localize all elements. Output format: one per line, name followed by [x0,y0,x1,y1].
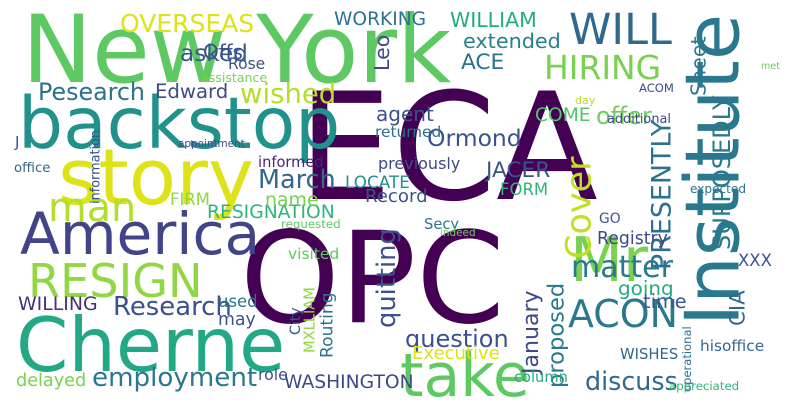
word-hisoffice: hisoffice [700,337,765,355]
word-employment: employment [92,363,258,393]
word-hiring: HIRING [544,48,662,87]
word-day: day [575,94,596,107]
word-previously: previously [378,154,461,173]
word-resignation: RESIGNATION [207,202,335,223]
word-overseas: OVERSEAS [120,9,255,38]
word-record: Record [365,186,428,207]
word-mxlliam: MXLLIAM [301,287,319,353]
word-quitting: quitting [372,228,402,328]
word-extended: extended [463,29,561,53]
word-registry: Registry [597,229,668,249]
word-come: COME [535,105,591,126]
word-requested: requested [281,217,341,231]
word-agent: agent [376,102,434,126]
word-jacer: JACER [486,158,551,183]
word-sheet: Sheet [686,36,711,96]
word-pesearch: Pesearch [38,78,145,106]
word-man: man [48,185,137,231]
word-eca: ECA [298,62,598,235]
word-routing: Routing [317,292,338,358]
word-cover: Cover [559,156,600,259]
word-america: America [20,200,261,268]
word-william: WILLIAM [450,8,537,32]
word-xxx: XXX [738,251,772,270]
word-indeed: indeed [440,227,476,239]
word-rose: Rose [228,55,266,73]
word-expected: expected [690,182,747,196]
word-offs: Offs [203,40,243,64]
word-additional: additional [607,112,671,127]
word-met: met [761,61,780,72]
word-ormond: Ormond [427,124,522,152]
word-name: name [265,189,319,211]
word-resign: RESIGN [28,254,203,308]
word-going: going [618,276,674,300]
word-appointment: appointment [178,138,245,150]
word-january: January [519,290,544,374]
word-supposedly: SUPPOSEDLY [708,95,736,250]
word-returned: returned [375,123,442,141]
word-mr: Mr [570,225,649,296]
word-go: GO [599,211,621,227]
word-column: column [514,369,568,386]
word-new-york: New York [22,0,452,105]
word-discuss: discuss [585,366,678,396]
word-j: J [15,133,20,151]
word-acon: ACON [568,292,678,336]
word-used: used [218,292,258,311]
word-opc: OPC [240,204,505,352]
word-locate: LOCATE [345,172,410,192]
word-ace: ACE [461,50,505,75]
word-form: FORM [500,180,549,199]
word-willing: WILLING [18,293,98,315]
word-appreciated: appreciated [669,379,740,393]
word-delayed: delayed [16,371,87,391]
word-office: office [14,161,51,176]
word-time: time [643,290,687,313]
word-research: Research [113,292,232,322]
word-visited: visited [288,245,340,263]
word-city: City [288,307,304,335]
word-informed: informed [258,154,324,171]
word-may: may [218,310,256,330]
word-cherne: Cherne [16,301,286,389]
word-story: story [58,133,254,223]
word-washington: WASHINGTON [284,372,414,393]
word-edward: Edward [155,80,229,103]
word-take: take [400,341,530,405]
word-offer: offer [596,102,652,130]
word-secy: Secy [424,216,460,233]
word-role: role [258,365,288,384]
word-working: WORKING [334,9,427,30]
word-matter: matter [571,250,673,285]
word-executive: Executive [412,343,500,364]
word-leo: Leo [370,34,394,71]
word-cia: CIA [725,290,751,326]
word-will: WILL [569,5,672,55]
word-wishes: WISHES [620,346,679,363]
word-march: March [258,165,336,195]
word-question: question [405,325,509,353]
word-information: information [88,129,104,204]
word-firm: FIRM [170,190,210,209]
word-wished: wished [240,78,337,110]
word-backstop: backstop [18,82,341,165]
word-asked: asked [180,40,248,67]
word-assistance: assistance [201,70,268,85]
word-acom: ACOM [639,81,674,95]
